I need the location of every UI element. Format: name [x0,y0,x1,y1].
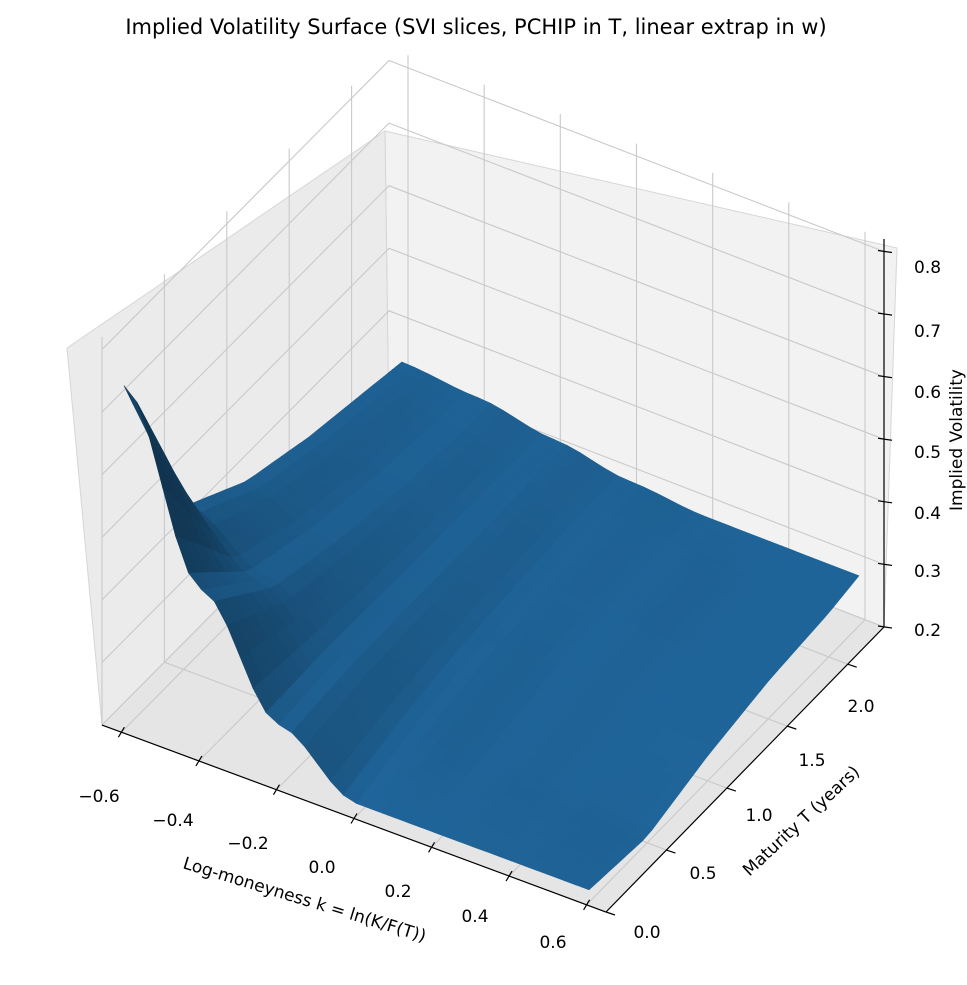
z-tick-label: 0.5 [914,443,941,463]
x-tick-mark [117,726,125,738]
z-grid-line [101,247,885,538]
x-tick-label: −0.2 [227,834,268,854]
y-tick-labels: 0.0 0.5 1.0 1.5 2.0 [633,697,874,943]
x-tick-mark [272,784,280,796]
z-tick-label: 0.6 [914,383,941,403]
x-tick-label: 0.4 [461,907,488,927]
z-tick-mark [877,312,893,316]
x-tick-label: 0.6 [539,933,566,953]
z-tick-mark [877,562,893,567]
x-tick-label: −0.4 [152,811,193,831]
z-grid-line [101,122,885,413]
y-tick-mark [666,849,676,854]
z-tick-mark [877,249,893,254]
z-tick-label: 0.2 [914,621,941,641]
z-tick-labels: 0.2 0.3 0.4 0.5 0.6 0.7 0.8 [914,258,941,641]
x-tick-mark [505,870,513,882]
x-tick-mark [428,841,436,853]
z-tick-mark [877,437,893,441]
z-tick-label: 0.7 [914,322,941,342]
y-tick-label: 1.5 [798,751,825,771]
x-tick-mark [583,899,591,911]
y-tick-mark [787,725,797,730]
y-tick-label: 2.0 [847,697,874,717]
z-tick-label: 0.4 [914,504,941,524]
z-tick-mark [877,625,893,629]
z-axis-title: Implied Volatility [947,369,967,511]
chart-title: Implied Volatility Surface (SVI slices, … [125,15,826,39]
z-tick-label: 0.8 [914,258,941,278]
y-tick-mark [847,663,857,668]
y-tick-mark [726,787,737,792]
x-tick-label: 0.0 [308,858,335,878]
iv-surface [123,361,860,891]
y-tick-mark [605,911,616,916]
z-grid-line [101,185,885,476]
z-tick-mark [877,375,893,379]
z-tick-mark [877,500,893,504]
x-tick-label: 0.2 [384,882,411,902]
x-tick-mark [350,813,358,824]
x-tick-label: −0.6 [78,787,119,807]
y-tick-label: 0.0 [633,923,660,943]
y-tick-label: 0.5 [689,864,716,884]
y-tick-label: 1.0 [745,806,772,826]
surface-patch [575,876,599,891]
y-axis-line [605,626,885,913]
z-tick-label: 0.3 [914,562,941,582]
z-grid-line [101,59,885,350]
x-tick-mark [195,755,203,767]
axis-lines [101,239,893,916]
x-tick-labels: −0.6 −0.4 −0.2 0.0 0.2 0.4 0.6 [78,787,566,953]
